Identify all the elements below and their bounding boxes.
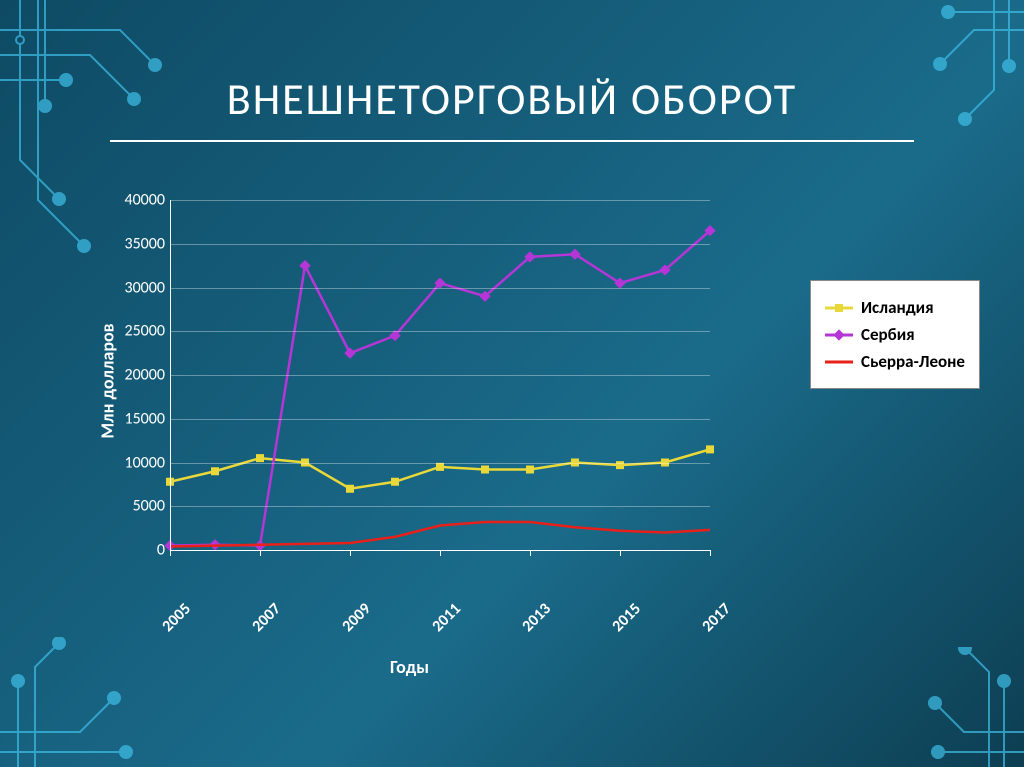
legend: Исландия Сербия Сьерра-Леоне bbox=[810, 280, 980, 389]
legend-label: Сербия bbox=[861, 324, 915, 345]
x-tick-mark bbox=[260, 550, 261, 556]
gridline bbox=[170, 506, 710, 507]
gridline bbox=[170, 288, 710, 289]
gridline bbox=[170, 244, 710, 245]
legend-item: Сьерра-Леоне bbox=[825, 351, 965, 372]
series-marker bbox=[344, 347, 355, 358]
x-tick-mark bbox=[350, 550, 351, 556]
legend-item: Сербия bbox=[825, 324, 965, 345]
series-marker bbox=[346, 485, 354, 493]
x-tick-mark bbox=[170, 550, 171, 556]
gridline bbox=[170, 375, 710, 376]
y-tick-label: 30000 bbox=[110, 278, 165, 297]
legend-swatch bbox=[825, 355, 853, 369]
chart: Млн долларов Годы ИсландияСербияСьерра-Л… bbox=[90, 190, 930, 660]
legend-label: Сьерра-Леоне bbox=[861, 351, 965, 372]
title-underline bbox=[110, 140, 914, 142]
gridline bbox=[170, 200, 710, 201]
x-tick-mark bbox=[440, 550, 441, 556]
series-marker bbox=[299, 260, 310, 271]
plot-area bbox=[170, 200, 710, 550]
x-axis-label: Годы bbox=[390, 656, 429, 678]
y-tick-label: 5000 bbox=[110, 497, 165, 516]
series-line bbox=[170, 522, 710, 547]
y-tick-label: 25000 bbox=[110, 322, 165, 341]
legend-swatch bbox=[825, 328, 853, 342]
series-marker bbox=[526, 466, 534, 474]
legend-label: Исландия bbox=[861, 297, 934, 318]
y-tick-label: 40000 bbox=[110, 191, 165, 210]
x-tick-label: 2011 bbox=[429, 600, 465, 636]
x-tick-mark bbox=[530, 550, 531, 556]
y-tick-label: 20000 bbox=[110, 366, 165, 385]
legend-item: Исландия bbox=[825, 297, 965, 318]
circuit-bottom-right bbox=[904, 647, 1024, 767]
series-marker bbox=[256, 454, 264, 462]
series-marker bbox=[706, 445, 714, 453]
x-tick-label: 2005 bbox=[159, 600, 195, 636]
series-marker bbox=[481, 466, 489, 474]
x-tick-label: 2007 bbox=[249, 600, 285, 636]
y-tick-label: 10000 bbox=[110, 453, 165, 472]
slide: ВНЕШНЕТОРГОВЫЙ ОБОРОТ Млн долларов Годы … bbox=[0, 0, 1024, 767]
y-tick-label: 0 bbox=[110, 541, 165, 560]
slide-title: ВНЕШНЕТОРГОВЫЙ ОБОРОТ bbox=[0, 72, 1024, 126]
series-marker bbox=[436, 463, 444, 471]
gridline bbox=[170, 419, 710, 420]
legend-swatch bbox=[825, 301, 853, 315]
x-tick-label: 2017 bbox=[699, 600, 735, 636]
x-tick-mark bbox=[620, 550, 621, 556]
x-tick-label: 2015 bbox=[609, 600, 645, 636]
series-marker bbox=[211, 467, 219, 475]
series-marker bbox=[391, 478, 399, 486]
y-tick-label: 35000 bbox=[110, 234, 165, 253]
x-tick-label: 2009 bbox=[339, 600, 375, 636]
x-tick-mark bbox=[710, 550, 711, 556]
x-tick-label: 2013 bbox=[519, 600, 555, 636]
y-axis bbox=[170, 200, 171, 550]
y-tick-label: 15000 bbox=[110, 409, 165, 428]
gridline bbox=[170, 463, 710, 464]
gridline bbox=[170, 331, 710, 332]
